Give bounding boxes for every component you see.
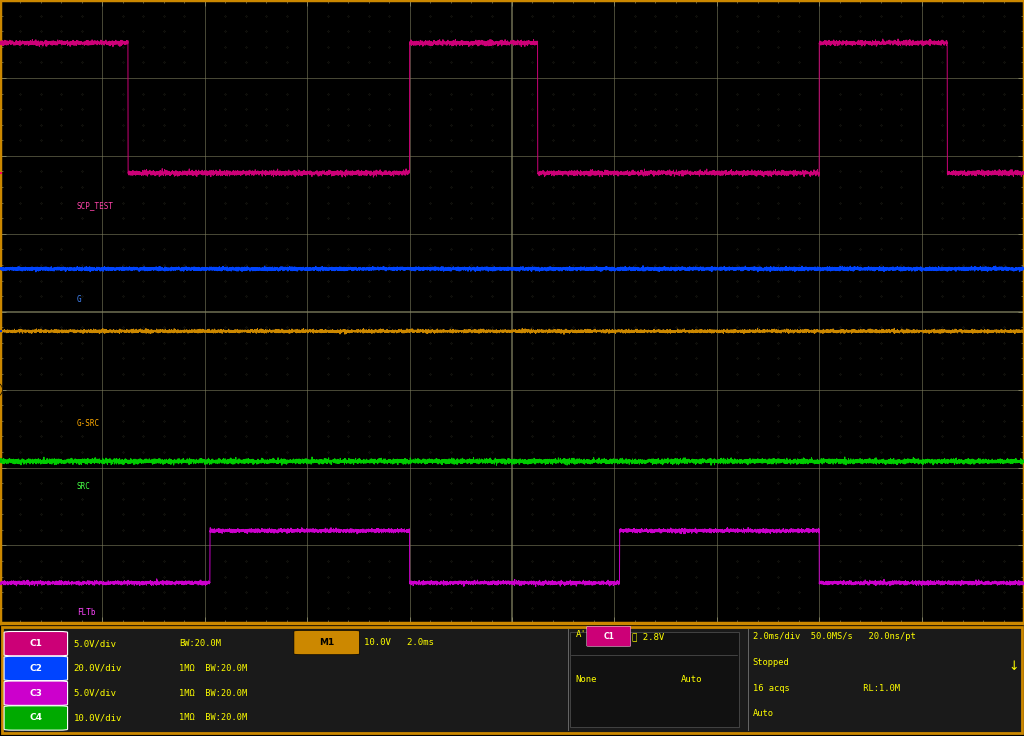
Text: 20.0V/div: 20.0V/div <box>74 664 122 673</box>
Text: C4: C4 <box>30 713 42 723</box>
FancyBboxPatch shape <box>4 631 68 656</box>
FancyBboxPatch shape <box>294 630 359 655</box>
Text: C3: C3 <box>30 689 42 698</box>
Text: SCP_TEST: SCP_TEST <box>77 201 114 210</box>
Text: 10.0V/div: 10.0V/div <box>74 713 122 723</box>
FancyBboxPatch shape <box>570 632 739 727</box>
Text: BW:20.0M: BW:20.0M <box>179 639 221 648</box>
Text: C1: C1 <box>30 639 42 648</box>
Text: 1MΩ  BW:20.0M: 1MΩ BW:20.0M <box>179 664 248 673</box>
Text: 10.0V   2.0ms: 10.0V 2.0ms <box>364 638 433 647</box>
Text: G: G <box>77 294 82 303</box>
Text: FLTb: FLTb <box>77 608 95 617</box>
FancyBboxPatch shape <box>4 706 68 730</box>
Text: ↓: ↓ <box>1009 659 1019 673</box>
Text: M1: M1 <box>319 638 334 647</box>
Text: None: None <box>575 675 597 684</box>
Text: Stopped: Stopped <box>753 658 790 668</box>
FancyBboxPatch shape <box>4 657 68 681</box>
FancyBboxPatch shape <box>2 627 1022 732</box>
Text: ∯ 2.8V: ∯ 2.8V <box>632 632 664 641</box>
Text: 1MΩ  BW:20.0M: 1MΩ BW:20.0M <box>179 689 248 698</box>
Ellipse shape <box>0 379 2 400</box>
Text: 5.0V/div: 5.0V/div <box>74 639 117 648</box>
Text: SRC: SRC <box>77 481 91 491</box>
Text: Auto: Auto <box>681 675 702 684</box>
Text: C1: C1 <box>603 631 614 641</box>
Text: G-SRC: G-SRC <box>77 420 100 428</box>
Text: A': A' <box>575 630 586 639</box>
FancyBboxPatch shape <box>4 681 68 705</box>
Text: 2.0ms/div  50.0MS/s   20.0ns/pt: 2.0ms/div 50.0MS/s 20.0ns/pt <box>753 632 915 641</box>
Text: C2: C2 <box>30 664 42 673</box>
Text: 1MΩ  BW:20.0M: 1MΩ BW:20.0M <box>179 713 248 723</box>
Text: Auto: Auto <box>753 709 774 718</box>
Text: 5.0V/div: 5.0V/div <box>74 689 117 698</box>
Text: 16 acqs              RL:1.0M: 16 acqs RL:1.0M <box>753 684 900 693</box>
FancyBboxPatch shape <box>587 626 631 646</box>
